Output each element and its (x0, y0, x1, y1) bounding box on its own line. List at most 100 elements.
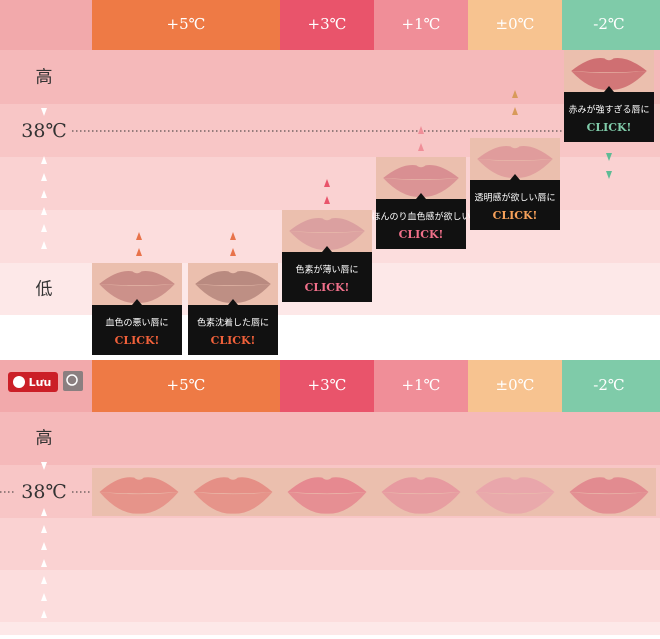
pin-icon[interactable] (13, 376, 25, 388)
row (0, 518, 660, 570)
header-cell (562, 360, 660, 412)
header-cell (468, 0, 562, 50)
caption: 色素沈着した唇に (197, 317, 269, 329)
header-cell (92, 0, 280, 50)
row (0, 412, 660, 465)
cards: 血色の悪い唇に CLICK! 色素沈着した唇に CLICK! 色素が薄い唇に CLICK!… (92, 50, 654, 355)
arrow (230, 232, 236, 240)
arrow (136, 232, 142, 240)
row-label: 38℃ (21, 120, 66, 142)
click-label: CLICK! (493, 209, 538, 222)
caption-notch (228, 299, 238, 305)
arrow (324, 179, 330, 187)
click-label: CLICK! (399, 228, 444, 241)
lower-lip (381, 492, 461, 514)
arrow (41, 190, 47, 198)
arrow (230, 248, 236, 256)
label-bg (14, 481, 72, 503)
lower-lip (569, 492, 649, 514)
row-label: 低 (36, 280, 53, 300)
lower-lip (193, 492, 273, 514)
lower-lip (195, 284, 271, 303)
upper-lip (569, 477, 649, 494)
caption-notch (132, 299, 142, 305)
zoom-icon[interactable] (66, 374, 78, 386)
caption-box (470, 180, 560, 230)
arrow (606, 171, 612, 179)
caption-notch (604, 86, 614, 92)
zoom-button[interactable] (63, 371, 83, 391)
upper-lip (571, 58, 647, 73)
upper-lip (477, 146, 553, 161)
arrow (41, 576, 47, 584)
header-cell (280, 360, 374, 412)
lip-card[interactable]: 赤みが強すぎる唇に CLICK! (564, 50, 654, 142)
header-label: +5℃ (167, 15, 206, 33)
arrow (41, 462, 47, 470)
pin-button[interactable]: Lưu (8, 372, 58, 392)
arrows (41, 90, 612, 618)
upper-lip (381, 477, 461, 494)
arrow (41, 173, 47, 181)
arrow (41, 241, 47, 249)
click-label: CLICK! (115, 334, 160, 347)
label-bg (14, 120, 72, 142)
caption: 透明感が欲しい唇に (474, 192, 555, 204)
header-label: +1℃ (402, 376, 441, 394)
upper-lip (475, 477, 555, 494)
lip-card[interactable]: 血色の悪い唇に CLICK! (92, 263, 182, 355)
header-label: +5℃ (167, 376, 206, 394)
arrow (606, 153, 612, 161)
caption-notch (510, 174, 520, 180)
arrow (41, 542, 47, 550)
zoom-button-bg[interactable] (63, 371, 83, 391)
arrow (41, 508, 47, 516)
click-label: CLICK! (587, 121, 632, 134)
caption-box (188, 305, 278, 355)
arrow (41, 525, 47, 533)
corner-cell (0, 0, 92, 50)
lower-lip (571, 71, 647, 90)
arrow (512, 107, 518, 115)
row-label: 38℃ (21, 481, 66, 503)
row (0, 50, 660, 104)
upper-lip (195, 271, 271, 286)
arrow (41, 593, 47, 601)
upper-lip (99, 477, 179, 494)
row (0, 622, 660, 635)
header-label: -2℃ (593, 15, 624, 33)
row-label: 高 (36, 429, 53, 449)
lip-card[interactable]: 色素が薄い唇に CLICK! (282, 210, 372, 302)
arrow (512, 90, 518, 98)
header-cell (280, 0, 374, 50)
caption: 血色の悪い唇に (105, 317, 168, 329)
caption-box (376, 199, 466, 249)
lower-lip (289, 231, 365, 250)
caption-box (564, 92, 654, 142)
caption: ほんのり血色感が欲しい (371, 211, 470, 223)
arrow (41, 108, 47, 116)
click-label: CLICK! (305, 281, 350, 294)
lower-lip (383, 178, 459, 197)
row (0, 157, 660, 210)
lower-lip (477, 159, 553, 178)
header-cell (92, 360, 280, 412)
upper-lip (383, 165, 459, 180)
header-label: ±0℃ (496, 376, 535, 394)
arrow (41, 610, 47, 618)
caption-box (282, 252, 372, 302)
lip-card[interactable]: ほんのり血色感が欲しい CLICK! (371, 157, 471, 249)
lower-lip (99, 284, 175, 303)
caption-notch (322, 246, 332, 252)
header-cell (468, 360, 562, 412)
header-label: -2℃ (593, 376, 624, 394)
lip-card[interactable]: 色素沈着した唇に CLICK! (188, 263, 278, 355)
click-label: CLICK! (211, 334, 256, 347)
arrow (418, 126, 424, 134)
header-cell (374, 360, 468, 412)
arrow (136, 248, 142, 256)
pin-button-label[interactable]: Lưu (29, 376, 52, 389)
arrow (324, 196, 330, 204)
lip-card[interactable]: 透明感が欲しい唇に CLICK! (470, 138, 560, 230)
